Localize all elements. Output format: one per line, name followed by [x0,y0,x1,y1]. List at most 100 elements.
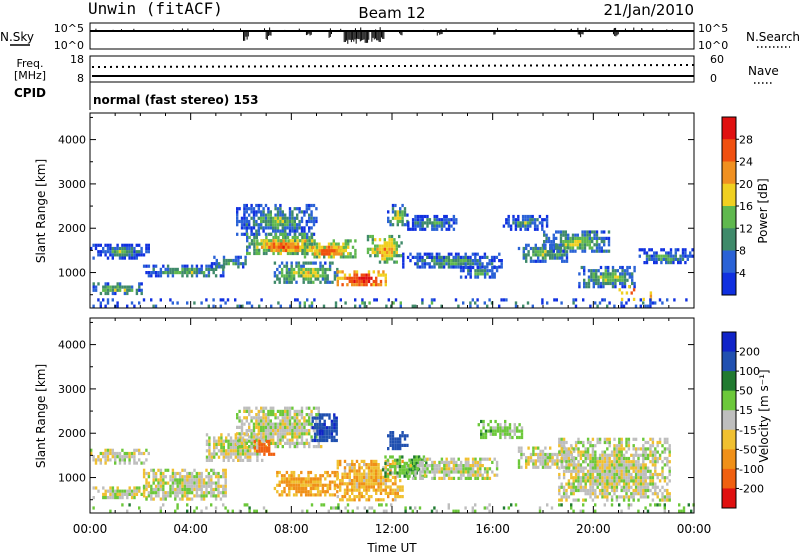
scatter-cell [596,469,599,473]
scatter-cell [123,489,127,493]
scatter-cell [471,252,475,256]
scatter-cell [244,255,247,259]
scatter-cell [369,254,372,258]
scatter-cell [284,409,287,413]
scatter-cell [517,214,520,219]
scatter-cell [459,464,463,468]
scatter-cell [341,498,344,502]
scatter-cell [121,243,124,247]
scatter-cell [272,223,275,227]
scatter-cell [195,494,199,498]
scatter-cell [190,471,194,476]
scatter-cell [297,490,301,494]
scatter-cell [310,413,313,417]
scatter-cell [145,250,148,254]
scatter-cell [607,269,610,273]
scatter-cell [260,226,263,230]
scatter-cell [466,262,470,266]
scatter-cell [114,285,117,289]
scatter-cell [296,438,299,442]
scatter-cell [403,468,406,472]
scatter-cell [524,227,527,231]
scatter-cell [248,422,251,426]
scatter-cell [428,255,431,259]
scatter-cell [319,493,322,497]
scatter-cell [632,463,635,467]
scatter-cell [394,463,397,467]
scatter-cell [464,470,468,474]
scatter-cell [346,276,349,280]
scatter-cell [114,246,117,251]
scatter-cell [301,251,304,256]
scatter-cell [308,207,311,211]
scatter-cell [186,487,189,492]
scatter-cell [627,472,631,477]
scatter-cell [248,245,251,249]
scatter-cell [188,271,191,275]
scatter-cell [305,210,308,214]
scatter-cell [285,483,289,487]
scatter-cell [377,498,380,502]
scatter-cell [97,253,100,257]
scatter-cell [403,474,406,478]
scatter-cell [388,238,391,242]
scatter-cell [257,432,260,436]
scatter-cell [297,486,301,491]
scatter-cell [529,218,532,222]
scatter-cell [300,229,304,233]
scatter-cell [572,301,575,305]
scatter-cell [633,285,636,289]
scatter-cell [279,419,282,423]
scatter-cell [255,419,258,423]
scatter-cell [291,425,294,429]
scatter-cell [308,245,311,249]
scatter-cell [443,460,446,464]
scatter-cell [560,447,563,451]
scatter-cell [667,251,670,255]
scatter-cell [620,463,623,467]
scatter-cell [628,275,631,279]
scatter-cell [574,249,577,253]
scatter-cell [205,449,209,453]
scatter-cell [222,458,225,462]
scatter-cell [567,463,571,467]
scatter-cell [240,432,244,436]
scatter-cell [303,210,306,214]
scatter-cell [190,484,194,488]
scatter-cell [613,482,616,486]
scatter-cell [452,227,456,231]
scatter-cell [591,466,595,470]
scatter-cell [632,447,635,451]
scatter-cell [267,216,270,220]
scatter-cell [687,503,690,507]
scatter-cell [551,452,554,457]
scatter-cell [551,462,554,466]
scatter-cell [591,498,595,502]
scatter-cell [645,254,649,258]
scatter-cell [401,465,404,469]
scatter-cell [351,491,354,495]
scatter-cell [316,486,320,491]
scatter-cell [264,419,268,423]
scatter-cell [224,301,227,305]
scatter-cell [217,442,221,446]
scatter-cell [339,463,342,467]
scatter-cell [276,267,279,272]
scatter-cell [690,509,693,513]
scatter-cell [344,239,347,243]
scatter-cell [318,419,322,423]
scatter-cell [459,467,463,471]
noise-panel: N.Sky 10^5 10^0 10^5 10^0 N.Search [0,22,800,52]
scatter-cell [284,216,287,220]
scatter-cell [389,219,392,224]
scatter-cell [260,422,263,426]
scatter-cell [663,447,667,451]
scatter-cell [272,441,275,445]
scatter-cell [491,265,494,270]
scatter-cell [321,422,324,427]
scatter-cell [360,495,363,499]
scatter-cell [685,298,688,302]
scatter-cell [616,275,619,279]
scatter-cell [433,473,436,477]
scatter-cell [435,227,439,231]
